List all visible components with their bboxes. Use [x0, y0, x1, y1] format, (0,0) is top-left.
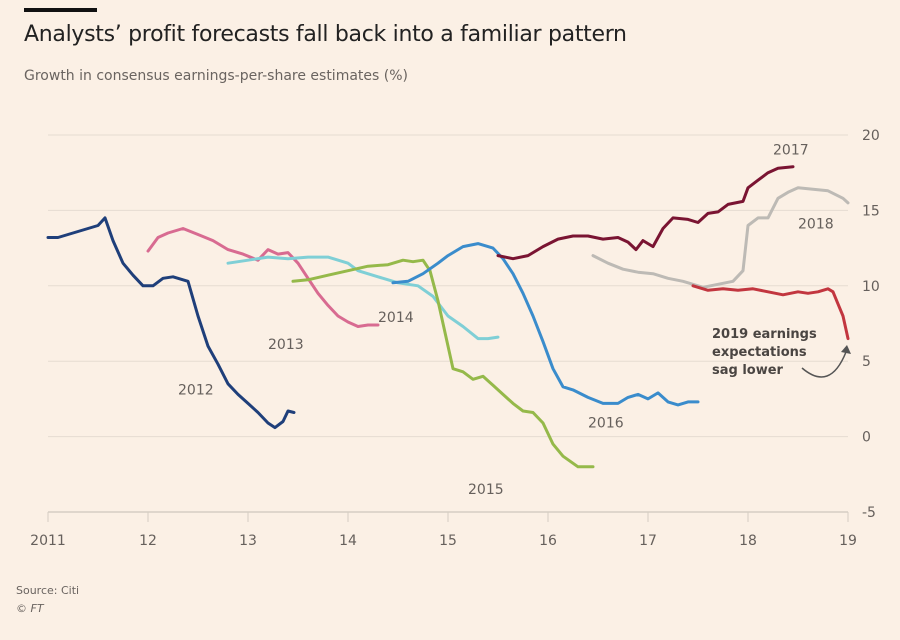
series-line-2014	[226, 255, 500, 341]
x-tick-label: 14	[339, 533, 357, 549]
x-tick-label: 17	[639, 533, 657, 549]
series-line-2012	[46, 216, 296, 430]
series-label-2015: 2015	[468, 482, 504, 498]
annotation-arrowhead-icon	[841, 345, 851, 354]
y-tick-label: -5	[862, 505, 876, 521]
x-tick-label: 18	[739, 533, 757, 549]
series-line-2013	[146, 227, 380, 328]
source-note: Source: Citi	[16, 584, 80, 597]
series-line-2016	[391, 242, 700, 407]
series-label-2013: 2013	[268, 337, 304, 353]
x-axis: 2011 12 13 14 15 16 17 18 19	[30, 512, 857, 549]
series-label-2017: 2017	[773, 143, 809, 159]
annotation-line-1: 2019 earnings	[712, 327, 817, 342]
annotation-line-3: sag lower	[712, 363, 784, 378]
series-line-2019	[691, 284, 850, 341]
y-tick-label: 15	[862, 203, 880, 219]
header-rule	[24, 8, 97, 12]
y-tick-label: 10	[862, 279, 880, 295]
x-tick-label: 16	[539, 533, 557, 549]
y-axis-ticks: 20 15 10 5 0 -5	[862, 128, 880, 521]
copyright-note: © FT	[16, 602, 44, 615]
x-tick-label: 2011	[30, 533, 66, 549]
y-tick-label: 20	[862, 128, 880, 144]
y-tick-label: 5	[862, 354, 871, 370]
series-label-2016: 2016	[588, 416, 624, 432]
y-tick-label: 0	[862, 430, 871, 446]
annotation-line-2: expectations	[712, 345, 807, 360]
chart-subtitle: Growth in consensus earnings-per-share e…	[24, 68, 408, 84]
series-label-2018: 2018	[798, 216, 834, 232]
series-lines	[46, 165, 850, 469]
gridlines	[48, 134, 848, 513]
x-tick-label: 13	[239, 533, 257, 549]
series-line-2018	[591, 186, 850, 289]
x-tick-label: 12	[139, 533, 157, 549]
series-line-2017	[496, 165, 795, 261]
series-labels: 2012 2013 2014 2015 2016 2017 2018	[178, 143, 834, 498]
annotation-arrow	[801, 351, 847, 378]
x-tick-label: 15	[439, 533, 457, 549]
series-label-2014: 2014	[378, 310, 414, 326]
annotation: 2019 earnings expectations sag lower	[712, 327, 851, 378]
series-line-2015	[291, 258, 595, 469]
x-tick-label: 19	[839, 533, 857, 549]
chart-title: Analysts’ profit forecasts fall back int…	[24, 22, 627, 47]
series-label-2012: 2012	[178, 382, 214, 398]
